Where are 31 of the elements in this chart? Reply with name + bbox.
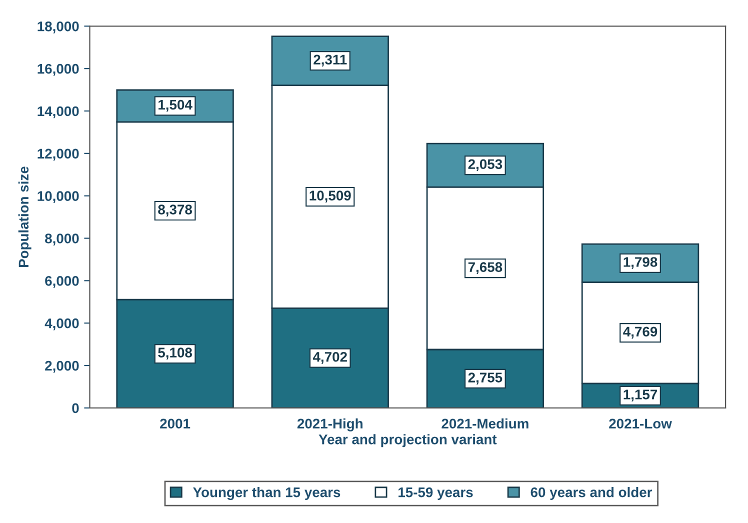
- data-label: 2,311: [314, 54, 347, 67]
- data-label: 1,798: [624, 257, 658, 269]
- data-label: 1,504: [158, 100, 192, 112]
- x-tick-label: 2021-High: [297, 418, 362, 432]
- y-tick-label: 6,000: [45, 276, 79, 288]
- y-tick-label: 18,000: [38, 21, 79, 34]
- x-axis-title: Year and projection variant: [318, 434, 497, 448]
- legend-label: Younger than 15 years: [193, 487, 340, 500]
- x-tick-label: 2021-Medium: [442, 418, 528, 429]
- data-label: 4,769: [623, 326, 658, 339]
- legend-label: 60 years and older: [530, 487, 652, 500]
- y-tick-label: 10,000: [38, 191, 79, 204]
- x-tick-label: 2001: [160, 418, 190, 429]
- legend-label: 15-59 years: [398, 487, 473, 500]
- data-label: 2,053: [468, 159, 502, 172]
- x-tick-label: 2021-Low: [609, 418, 672, 429]
- y-tick-label: 8,000: [45, 234, 79, 246]
- data-label: 7,658: [468, 262, 502, 274]
- data-label: 10,509: [310, 190, 351, 202]
- data-label: 5,108: [158, 348, 192, 360]
- y-axis-title: Population size: [18, 166, 32, 268]
- data-label: 2,755: [468, 372, 502, 384]
- y-tick-label: 0: [72, 403, 79, 414]
- data-label: 4,702: [312, 352, 347, 364]
- y-tick-label: 4,000: [44, 318, 79, 330]
- data-label: 1,157: [624, 390, 658, 402]
- y-tick-label: 2,000: [45, 360, 79, 373]
- y-tick-label: 14,000: [38, 106, 79, 118]
- y-tick-label: 12,000: [38, 148, 79, 161]
- data-label: 8,378: [158, 204, 192, 216]
- y-tick-label: 16,000: [38, 64, 79, 76]
